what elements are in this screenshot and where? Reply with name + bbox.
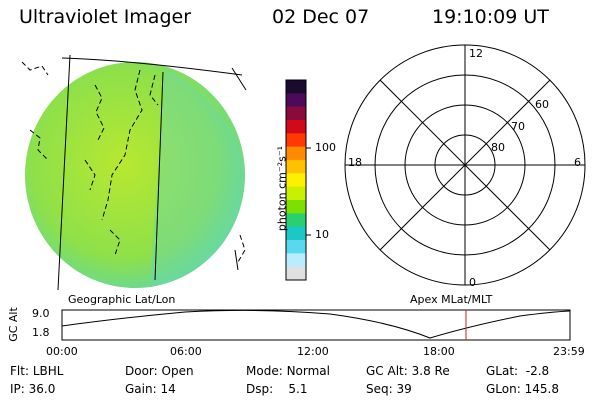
timeline-ylabel: GC Alt bbox=[6, 307, 20, 342]
info-gc-alt-value: 3.8 Re bbox=[411, 364, 450, 378]
colorbar-cell bbox=[286, 213, 306, 228]
coastlines bbox=[21, 61, 246, 263]
info-door-value: Open bbox=[161, 364, 194, 378]
timeline-xtick-0000: 00:00 bbox=[46, 345, 78, 358]
timeline-xtick-0600: 06:00 bbox=[170, 345, 202, 358]
info-mode-value: Normal bbox=[286, 364, 330, 378]
instrument-title: Ultraviolet Imager bbox=[19, 6, 192, 28]
earth-disk bbox=[25, 62, 245, 288]
info-glat-value: -2.8 bbox=[525, 364, 550, 378]
colorbar-cell bbox=[286, 200, 306, 214]
info-glon: GLon: 145.8 bbox=[486, 382, 559, 396]
disk-shading bbox=[150, 70, 244, 285]
info-glat: GLat: -2.8 bbox=[486, 364, 550, 378]
info-seq: Seq: 39 bbox=[366, 382, 412, 396]
colorbar-cell bbox=[286, 186, 306, 201]
colorbar-cell bbox=[286, 146, 306, 161]
info-ip: IP: 36.0 bbox=[10, 382, 56, 396]
timeline-ytick-max: 9.0 bbox=[32, 307, 50, 320]
colorbar-cell bbox=[286, 80, 306, 94]
colorbar-cell bbox=[286, 173, 306, 188]
colorbar-cell bbox=[286, 133, 306, 148]
timeline-xtick-1800: 18:00 bbox=[423, 345, 455, 358]
info-ip-value: 36.0 bbox=[28, 382, 56, 396]
polar-label-12: 12 bbox=[469, 47, 483, 60]
info-gain-value: 14 bbox=[160, 382, 176, 396]
colorbar-cell bbox=[286, 226, 306, 241]
info-door: Door: Open bbox=[125, 364, 194, 378]
colorbar-cell bbox=[286, 106, 306, 121]
colorbar-cell bbox=[286, 120, 306, 134]
info-dsp-value: 5.1 bbox=[288, 382, 308, 396]
polar-ring-80: 80 bbox=[491, 141, 505, 154]
info-gain: Gain: 14 bbox=[125, 382, 176, 396]
info-mode: Mode: Normal bbox=[246, 364, 330, 378]
altitude-curve bbox=[61, 309, 571, 339]
caption-geographic: Geographic Lat/Lon bbox=[68, 293, 176, 306]
polar-ring-60: 60 bbox=[535, 98, 549, 111]
info-filter-value: LBHL bbox=[32, 364, 64, 378]
info-gc-alt: GC Alt: 3.8 Re bbox=[366, 364, 450, 378]
colorbar-cell bbox=[286, 240, 306, 254]
polar-label-0: 0 bbox=[469, 276, 476, 289]
info-glon-value: 145.8 bbox=[524, 382, 559, 396]
time-label: 19:10:09 UT bbox=[432, 6, 549, 28]
info-seq-value: 39 bbox=[396, 382, 412, 396]
date-label: 02 Dec 07 bbox=[272, 6, 370, 28]
timeline-xtick-2359: 23:59 bbox=[553, 345, 585, 358]
timeline-ytick-min: 1.8 bbox=[32, 326, 50, 339]
colorbar-cell bbox=[286, 253, 306, 268]
polar-label-6: 6 bbox=[574, 156, 581, 169]
colorbar-cell bbox=[286, 266, 306, 281]
polar-ring-70: 70 bbox=[511, 120, 525, 133]
timeline-xtick-1200: 12:00 bbox=[297, 345, 329, 358]
info-filter: Flt: LBHL bbox=[10, 364, 64, 378]
colorbar-cell bbox=[286, 93, 306, 108]
polar-label-18: 18 bbox=[348, 156, 362, 169]
info-dsp: Dsp: 5.1 bbox=[246, 382, 308, 396]
graticule bbox=[57, 54, 247, 291]
colorbar-tick-10: 10 bbox=[315, 228, 329, 241]
caption-apex: Apex MLat/MLT bbox=[410, 293, 493, 306]
colorbar-tick-100: 100 bbox=[315, 141, 336, 154]
colorbar-cell bbox=[286, 160, 306, 174]
